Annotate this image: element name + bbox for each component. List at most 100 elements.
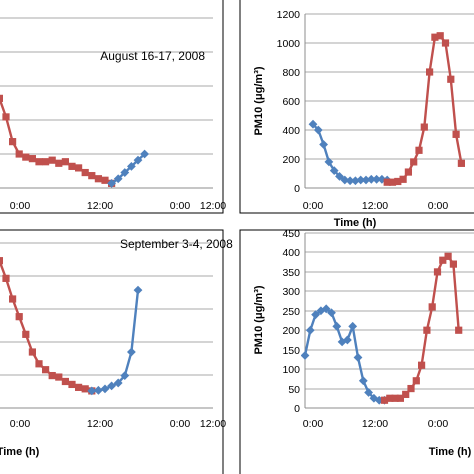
- y-tick-label: 0: [294, 403, 300, 415]
- x-tick-label: 0:00: [428, 200, 449, 212]
- data-point-square: [22, 153, 30, 161]
- data-point-square: [410, 158, 418, 166]
- data-point-square: [433, 268, 442, 276]
- data-point-diamond: [113, 378, 123, 388]
- data-point-square: [48, 156, 56, 164]
- panel-border: [239, 229, 474, 474]
- y-tick-label: 400: [282, 247, 300, 259]
- x-tick-label: 12:00: [200, 200, 226, 212]
- data-point-square: [423, 326, 431, 334]
- data-point-square: [396, 394, 404, 402]
- data-point-square: [0, 94, 3, 102]
- series-line-red: [384, 255, 460, 402]
- y-tick-label: 100: [282, 364, 300, 376]
- y-tick-label: 1200: [277, 9, 301, 21]
- y-axis-label: PM10 (μg/m³): [253, 66, 265, 135]
- data-point-diamond: [348, 321, 358, 331]
- data-point-square: [388, 178, 397, 186]
- data-point-square: [394, 177, 402, 186]
- y-tick-label: 0: [294, 183, 300, 195]
- y-tick-label: 200: [282, 325, 300, 337]
- panel-top-left: 0:00 12:00 0:00 12:00 August 16-17, 2008: [0, 0, 226, 214]
- data-point-diamond: [133, 285, 143, 295]
- data-point-diamond: [372, 174, 381, 184]
- data-point-square: [68, 380, 76, 389]
- data-point-square: [428, 303, 436, 311]
- y-tick-label: 300: [282, 286, 300, 298]
- data-point-diamond: [100, 384, 110, 394]
- x-tick-label: 0:00: [428, 418, 449, 430]
- data-point-square: [455, 326, 463, 334]
- data-point-diamond: [311, 310, 320, 320]
- x-tick-label: 0:00: [10, 418, 31, 430]
- x-tick-label: 0:00: [303, 200, 324, 212]
- x-axis-label: Time (h): [0, 446, 40, 458]
- plot-area: [0, 94, 149, 188]
- y-tick-label: 450: [282, 228, 300, 240]
- y-tick-label: 1000: [277, 38, 301, 50]
- data-point-square: [420, 123, 428, 131]
- data-point-square: [61, 158, 69, 166]
- x-tick-label: 0:00: [10, 200, 31, 212]
- data-point-square: [449, 260, 457, 268]
- data-point-square: [22, 330, 30, 338]
- date-annotation: August 16-17, 2008: [100, 49, 205, 63]
- panel-border: [0, 0, 224, 214]
- x-tick-label: 12:00: [87, 418, 113, 430]
- data-point-diamond: [345, 176, 355, 186]
- y-tick-label: 50: [288, 384, 300, 396]
- data-point-diamond: [120, 371, 130, 380]
- data-point-square: [61, 377, 69, 386]
- data-point-diamond: [113, 174, 123, 184]
- x-tick-label: 12:00: [362, 200, 388, 212]
- data-point-square: [441, 39, 450, 47]
- plot-area: [301, 252, 463, 405]
- data-point-square: [55, 373, 63, 381]
- data-point-diamond: [351, 176, 360, 186]
- data-point-diamond: [356, 175, 366, 185]
- data-point-diamond: [313, 125, 323, 135]
- data-point-diamond: [358, 376, 368, 386]
- data-point-diamond: [87, 386, 97, 396]
- y-tick-label: 250: [282, 306, 300, 318]
- data-point-square: [42, 158, 50, 166]
- y-tick-label: 800: [282, 67, 300, 79]
- data-point-square: [94, 175, 102, 183]
- data-point-square: [399, 175, 407, 183]
- data-point-square: [407, 384, 415, 393]
- data-point-square: [28, 348, 36, 356]
- y-tick-label: 600: [282, 96, 300, 108]
- data-point-square: [88, 172, 96, 180]
- x-tick-label: 0:00: [303, 418, 324, 430]
- panel-border: [0, 229, 224, 474]
- data-point-diamond: [343, 335, 352, 345]
- y-tick-label: 200: [282, 154, 300, 166]
- plot-area: [308, 32, 465, 186]
- y-tick-label: 400: [282, 125, 300, 137]
- data-point-square: [9, 138, 17, 146]
- data-point-diamond: [107, 178, 116, 188]
- data-point-square: [42, 366, 50, 374]
- data-point-square: [439, 256, 447, 264]
- data-point-diamond: [127, 347, 136, 357]
- data-point-diamond: [340, 175, 350, 185]
- x-tick-label: 12:00: [200, 418, 226, 430]
- panel-border: [239, 0, 474, 214]
- x-tick-label: 12:00: [362, 418, 388, 430]
- data-point-diamond: [321, 304, 331, 314]
- data-point-square: [415, 146, 423, 154]
- data-point-diamond: [140, 149, 149, 159]
- data-point-square: [404, 168, 412, 176]
- data-point-square: [452, 130, 460, 138]
- data-point-diamond: [353, 353, 363, 362]
- data-point-diamond: [324, 157, 334, 167]
- data-point-square: [0, 257, 3, 265]
- data-point-square: [35, 158, 43, 166]
- data-point-square: [35, 360, 43, 368]
- data-point-square: [68, 162, 76, 170]
- data-point-square: [383, 178, 391, 186]
- data-point-square: [75, 383, 83, 391]
- data-point-square: [75, 164, 83, 172]
- x-axis-label: Time (h): [334, 217, 377, 229]
- data-point-square: [81, 168, 89, 177]
